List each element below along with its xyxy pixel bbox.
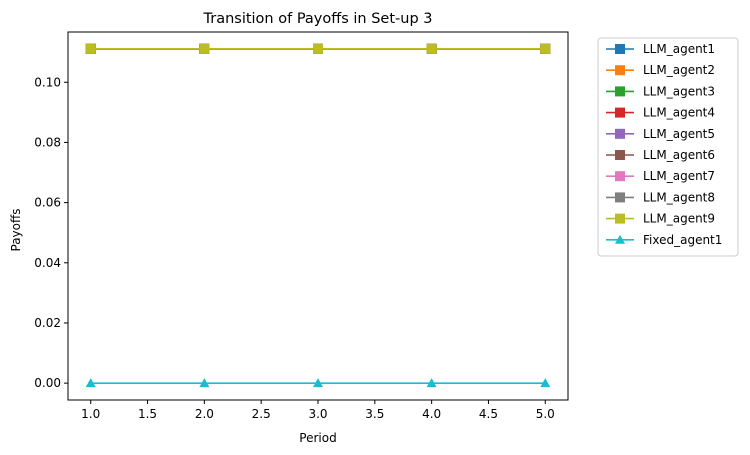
data-point	[540, 43, 551, 54]
chart-title: Transition of Payoffs in Set-up 3	[203, 11, 433, 27]
legend-item: LLM_agent8	[606, 190, 715, 204]
legend-label: Fixed_agent1	[643, 233, 722, 247]
series-LLM_agent9	[85, 43, 551, 54]
data-point	[85, 378, 96, 388]
data-point	[199, 43, 210, 54]
legend-label: LLM_agent5	[643, 127, 715, 141]
legend-marker	[615, 213, 625, 224]
x-tick-label: 4.5	[479, 407, 498, 421]
y-tick-label: 0.00	[34, 376, 61, 390]
legend-box	[597, 37, 739, 257]
x-tick-label: 5.0	[536, 407, 555, 421]
data-point	[540, 378, 551, 388]
y-tick-label: 0.10	[34, 75, 61, 89]
axes-frame	[67, 31, 569, 401]
series-Fixed_agent1	[85, 378, 551, 388]
data-point	[313, 43, 323, 54]
legend-marker	[615, 44, 625, 54]
legend-marker	[615, 171, 625, 182]
data-point	[199, 378, 210, 388]
legend-marker	[615, 107, 625, 118]
legend-label: LLM_agent6	[643, 148, 715, 162]
legend-item: LLM_agent4	[606, 106, 715, 120]
x-tick-label: 1.5	[138, 407, 157, 421]
legend-item: LLM_agent9	[606, 212, 715, 226]
legend-item: LLM_agent7	[606, 169, 715, 183]
legend-label: LLM_agent9	[643, 212, 715, 226]
data-point	[85, 43, 96, 54]
legend-label: LLM_agent7	[643, 169, 715, 183]
x-tick-label: 2.0	[195, 407, 214, 421]
x-tick-label: 4.0	[422, 407, 441, 421]
legend-marker	[615, 128, 625, 139]
legend-item: LLM_agent1	[606, 42, 715, 56]
data-point	[426, 378, 437, 388]
legend-marker	[615, 234, 625, 244]
axes: 1.0 1.5 2.0 2.5 3.0 3.5 4.0 4.5 5.0 0.00 0.02 0.04 0…	[34, 31, 569, 421]
legend-label: LLM_agent8	[643, 190, 715, 204]
legend-label: LLM_agent1	[643, 42, 715, 56]
legend-marker	[615, 65, 625, 76]
y-tick-label: 0.08	[34, 135, 61, 149]
legend-label: LLM_agent3	[643, 84, 715, 98]
plot-area	[85, 43, 551, 388]
legend-marker	[615, 150, 625, 160]
y-tick-label: 0.04	[34, 256, 61, 270]
legend-item: LLM_agent6	[606, 148, 715, 162]
legend: LLM_agent1 LLM_agent2 LLM_agent3 LLM_agent4…	[597, 37, 739, 257]
legend-label: LLM_agent2	[643, 63, 715, 77]
legend-marker	[615, 192, 625, 203]
data-point	[313, 378, 323, 388]
x-tick-label: 3.5	[365, 407, 384, 421]
y-axis-label: Payoffs	[9, 208, 23, 251]
y-tick-label: 0.02	[34, 316, 61, 330]
legend-item: Fixed_agent1	[606, 233, 722, 247]
y-tick-label: 0.06	[34, 196, 61, 210]
data-point	[426, 43, 437, 54]
legend-item: LLM_agent5	[606, 127, 715, 141]
legend-label: LLM_agent4	[643, 106, 715, 120]
legend-item: LLM_agent3	[606, 84, 715, 98]
legend-marker	[615, 86, 625, 97]
x-tick-label: 2.5	[252, 407, 271, 421]
x-tick-label: 3.0	[308, 407, 327, 421]
legend-item: LLM_agent2	[606, 63, 715, 77]
x-axis-label: Period	[299, 431, 336, 445]
x-tick-label: 1.0	[81, 407, 100, 421]
